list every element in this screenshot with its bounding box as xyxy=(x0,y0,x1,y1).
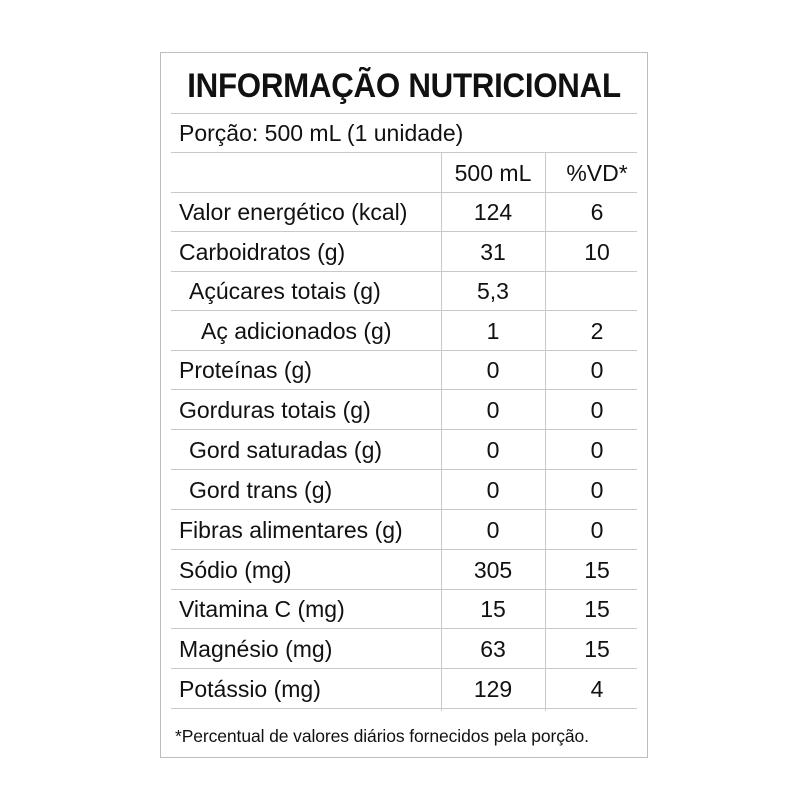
nutrient-name: Sódio (mg) xyxy=(179,557,292,583)
nutrient-name: Proteínas (g) xyxy=(179,357,312,383)
row-divider xyxy=(171,429,637,430)
nutrient-daily-value: 15 xyxy=(584,596,610,622)
nutrient-daily-value: 6 xyxy=(590,199,604,225)
nutrient-amount: 5,3 xyxy=(477,278,509,304)
portion-divider xyxy=(171,152,637,153)
row-divider xyxy=(171,509,637,510)
nutrient-amount: 0 xyxy=(486,437,500,463)
nutrient-daily-value: 0 xyxy=(590,397,604,423)
row-divider xyxy=(171,589,637,590)
nutrient-amount: 0 xyxy=(486,517,500,543)
nutrient-amount: 63 xyxy=(480,636,506,662)
row-divider xyxy=(171,628,637,629)
portion-size: Porção: 500 mL (1 unidade) xyxy=(179,120,464,146)
row-divider xyxy=(171,708,637,709)
header-divider xyxy=(171,192,637,193)
nutrient-amount: 305 xyxy=(473,557,513,583)
nutrient-daily-value: 2 xyxy=(590,318,604,344)
nutrient-daily-value: 15 xyxy=(584,557,610,583)
row-divider xyxy=(171,271,637,272)
nutrient-name: Magnésio (mg) xyxy=(179,636,333,662)
nutrient-name: Carboidratos (g) xyxy=(179,239,346,265)
nutrient-name: Açúcares totais (g) xyxy=(189,278,381,304)
nutrient-daily-value: 0 xyxy=(590,437,604,463)
nutrient-amount: 0 xyxy=(486,397,500,423)
nutrient-daily-value: 0 xyxy=(590,477,604,503)
nutrient-daily-value: 0 xyxy=(590,357,604,383)
column-divider-1 xyxy=(441,153,442,711)
nutrient-name: Gorduras totais (g) xyxy=(179,397,371,423)
nutrient-name: Gord trans (g) xyxy=(189,477,333,503)
nutrient-amount: 124 xyxy=(473,199,513,225)
title-divider xyxy=(171,113,637,114)
row-divider xyxy=(171,310,637,311)
nutrient-amount: 15 xyxy=(480,596,506,622)
row-divider xyxy=(171,668,637,669)
daily-value-footnote: *Percentual de valores diários fornecido… xyxy=(175,726,589,746)
nutrient-name: Valor energético (kcal) xyxy=(179,199,408,225)
nutrient-daily-value: 4 xyxy=(590,676,604,702)
row-divider xyxy=(171,469,637,470)
nutrient-name: Aç adicionados (g) xyxy=(201,318,392,344)
nutrition-facts-panel: INFORMAÇÃO NUTRICIONAL Porção: 500 mL (1… xyxy=(160,52,648,758)
nutrient-name: Potássio (mg) xyxy=(179,676,321,702)
nutrient-daily-value: 0 xyxy=(590,517,604,543)
nutrient-amount: 0 xyxy=(486,357,500,383)
nutrient-name: Vitamina C (mg) xyxy=(179,596,345,622)
nutrient-daily-value: 15 xyxy=(584,636,610,662)
column-divider-2 xyxy=(545,153,546,711)
header-dv: %VD* xyxy=(566,160,628,186)
nutrient-amount: 31 xyxy=(480,239,506,265)
row-divider xyxy=(171,549,637,550)
nutrient-amount: 129 xyxy=(473,676,513,702)
nutrition-title: INFORMAÇÃO NUTRICIONAL xyxy=(187,67,621,105)
nutrient-daily-value: 10 xyxy=(584,239,610,265)
nutrient-amount: 0 xyxy=(486,477,500,503)
nutrient-name: Gord saturadas (g) xyxy=(189,437,383,463)
nutrient-name: Fibras alimentares (g) xyxy=(179,517,403,543)
row-divider xyxy=(171,389,637,390)
row-divider xyxy=(171,231,637,232)
nutrient-amount: 1 xyxy=(486,318,500,344)
header-amount: 500 mL xyxy=(454,160,532,186)
row-divider xyxy=(171,350,637,351)
nutrient-daily-value xyxy=(545,272,649,310)
